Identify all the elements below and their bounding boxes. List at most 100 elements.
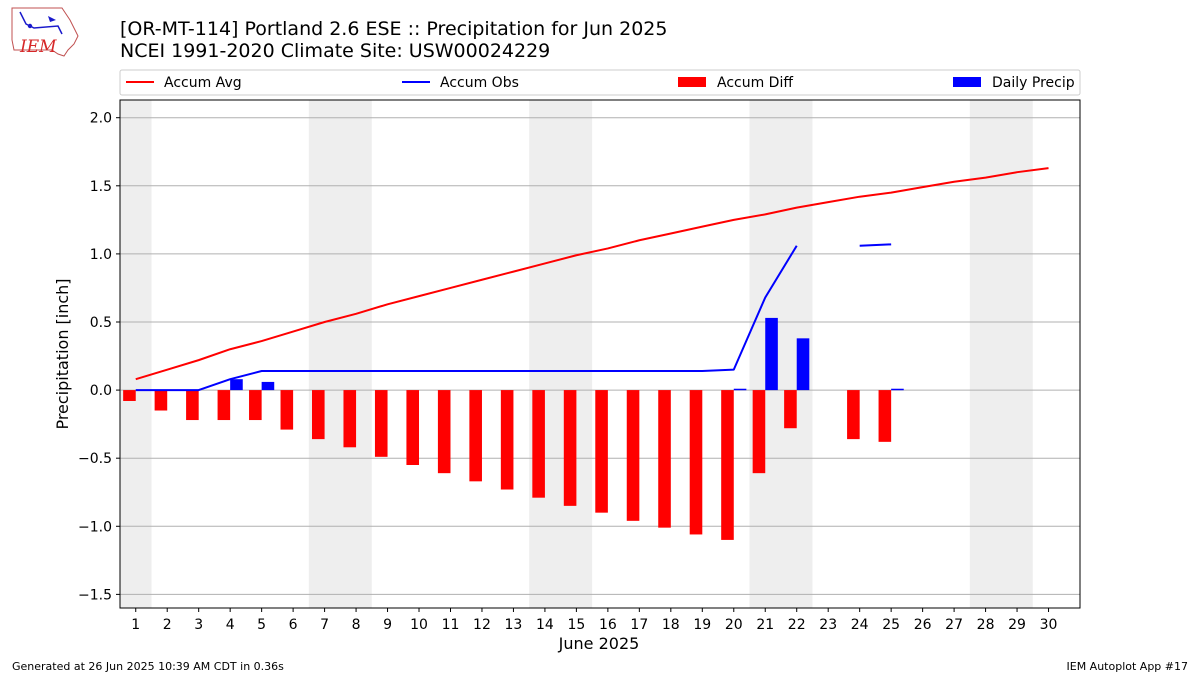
legend-label-daily-precip: Daily Precip (992, 75, 1075, 91)
x-tick-label: 10 (410, 617, 428, 633)
accum-diff-bar (249, 390, 262, 421)
x-tick-label: 2 (163, 617, 172, 633)
legend-item-accum-diff: Accum Diff (678, 75, 793, 91)
weekend-shade (120, 100, 152, 608)
x-tick-label: 29 (1008, 617, 1026, 633)
accum-diff-bar (469, 390, 482, 482)
y-tick-label: −1.0 (78, 519, 112, 535)
x-tick-label: 3 (194, 617, 203, 633)
accum-diff-bar (595, 390, 608, 513)
y-tick-label: −1.5 (78, 587, 112, 603)
y-tick-label: −0.5 (78, 451, 112, 467)
weekend-shade (308, 100, 372, 608)
x-tick-label: 28 (977, 617, 995, 633)
x-tick-label: 17 (630, 617, 648, 633)
accum-obs-line (135, 243, 892, 392)
accum-diff-bar (312, 390, 325, 440)
x-tick-label: 27 (945, 617, 963, 633)
legend-label-accum-diff: Accum Diff (717, 75, 793, 91)
legend-label-accum-obs: Accum Obs (440, 75, 519, 91)
x-tick-label: 1 (131, 617, 140, 633)
accum-diff-bar (689, 390, 703, 535)
daily-precip-bar (261, 381, 275, 391)
accum-diff-bar (532, 390, 545, 498)
x-tick-label: 24 (851, 617, 869, 633)
legend-item-daily-precip: Daily Precip (953, 75, 1075, 91)
y-tick-label: 0.5 (90, 315, 112, 331)
accum-diff-bar (626, 390, 640, 521)
lines (135, 167, 1049, 392)
accum-diff-bar (374, 390, 388, 457)
accum-diff-bar (784, 390, 797, 429)
plot-frame (119, 99, 1081, 609)
accum-diff-bar (847, 390, 860, 440)
legend-box (119, 69, 1081, 96)
x-tick-label: 5 (257, 617, 266, 633)
daily-precip-bar (796, 338, 810, 391)
x-tick-label: 20 (725, 617, 743, 633)
accum-diff-bar (343, 390, 357, 448)
x-tick-label: 18 (662, 617, 680, 633)
weekend-shade (969, 100, 1033, 608)
x-tick-label: 7 (320, 617, 329, 633)
accum-diff-bar (217, 390, 231, 421)
grid-lines (120, 117, 1080, 595)
y-tick-label: 2.0 (90, 111, 112, 127)
y-axis-ticks: −1.5 −1.0 −0.5 0.0 0.5 1.0 1.5 2.0 (78, 111, 120, 603)
accum-diff-bar (280, 390, 294, 430)
footer-generated-text: Generated at 26 Jun 2025 10:39 AM CDT in… (12, 660, 284, 673)
accum-diff-bar (500, 390, 514, 490)
x-tick-label: 15 (567, 617, 585, 633)
legend-item-accum-obs: Accum Obs (402, 75, 519, 91)
chart-subtitle: NCEI 1991-2020 Climate Site: USW00024229 (120, 40, 550, 62)
legend-item-accum-avg: Accum Avg (126, 75, 242, 91)
legend-swatch-daily-precip (953, 77, 981, 87)
accum-avg-line (135, 167, 1049, 381)
x-axis-label: June 2025 (558, 634, 640, 653)
footer-app-text: IEM Autoplot App #17 (1067, 660, 1189, 673)
accum-diff-bar (721, 390, 734, 540)
accum-diff-bar (658, 390, 671, 528)
accum-diff-bar (878, 390, 892, 442)
accum-diff-bar (123, 390, 136, 401)
accum-diff-bar (563, 390, 577, 506)
accum-diff-bar (437, 390, 451, 474)
chart-title: [OR-MT-114] Portland 2.6 ESE :: Precipit… (120, 18, 667, 40)
y-tick-label: 1.0 (90, 247, 112, 263)
x-tick-label: 26 (914, 617, 932, 633)
x-tick-label: 22 (788, 617, 806, 633)
x-tick-label: 21 (756, 617, 774, 633)
logo-text: IEM (19, 37, 57, 57)
x-tick-label: 30 (1040, 617, 1058, 633)
accum-diff-bar (186, 390, 199, 421)
legend: Accum Avg Accum Obs Accum Diff Daily Pre… (119, 69, 1081, 96)
y-tick-label: 1.5 (90, 179, 112, 195)
daily-precip-bar (733, 388, 747, 391)
x-tick-label: 12 (473, 617, 491, 633)
legend-label-accum-avg: Accum Avg (164, 75, 242, 91)
x-tick-label: 13 (505, 617, 523, 633)
x-tick-label: 4 (226, 617, 235, 633)
legend-swatch-accum-diff (678, 77, 706, 87)
weekend-shading (120, 100, 1033, 608)
accum-diff-bar (752, 390, 766, 474)
x-tick-label: 8 (352, 617, 361, 633)
x-tick-label: 25 (882, 617, 900, 633)
daily-precip-bar (230, 379, 243, 391)
x-axis-ticks: 1 2 3 4 5 6 7 8 9 10 11 12 13 14 15 16 17 18 19 20 21 22 23 24 2… (131, 608, 1057, 633)
accum-diff-bar (406, 390, 420, 465)
bars (123, 317, 904, 540)
daily-precip-bar (765, 317, 778, 391)
weekend-shade (529, 100, 593, 608)
x-tick-label: 19 (693, 617, 711, 633)
y-axis-label: Precipitation [inch] (53, 278, 72, 429)
x-tick-label: 11 (442, 617, 460, 633)
x-tick-label: 16 (599, 617, 617, 633)
iem-logo: IEM (11, 7, 79, 57)
accum-diff-bar (154, 390, 168, 411)
daily-precip-bar (891, 388, 904, 391)
x-tick-label: 14 (536, 617, 554, 633)
x-tick-label: 23 (819, 617, 837, 633)
y-tick-label: 0.0 (90, 383, 112, 399)
